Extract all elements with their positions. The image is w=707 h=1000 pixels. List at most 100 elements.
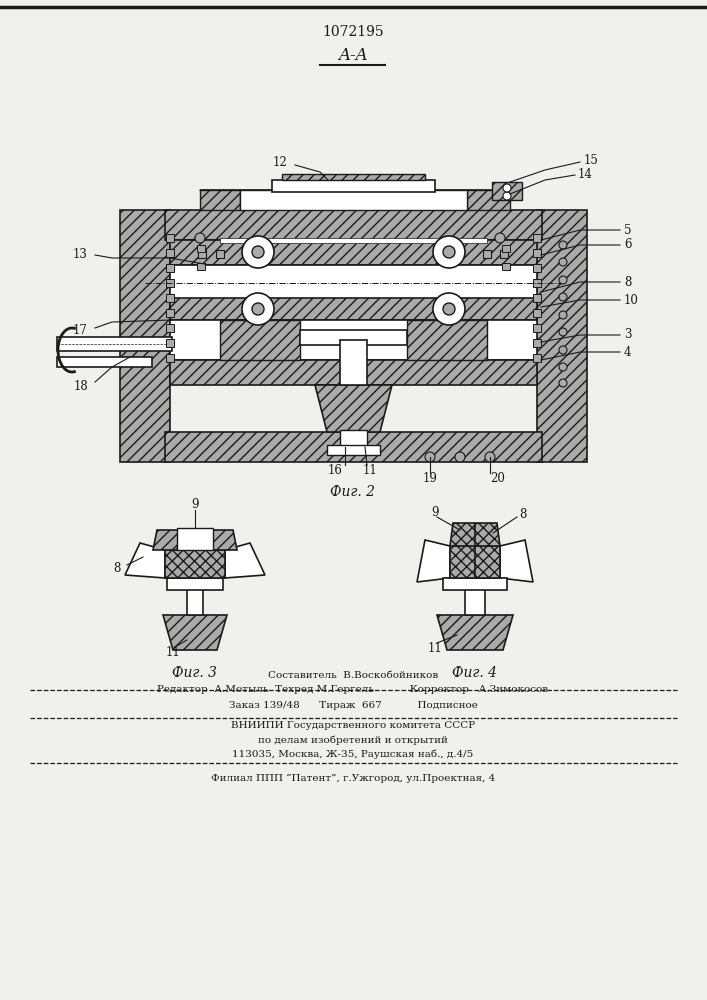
Circle shape — [433, 236, 465, 268]
Text: 15: 15 — [584, 153, 599, 166]
Text: 113035, Москва, Ж-35, Раушская наб., д.4/5: 113035, Москва, Ж-35, Раушская наб., д.4… — [233, 749, 474, 759]
Polygon shape — [500, 540, 533, 582]
Bar — [200, 190, 240, 210]
Bar — [166, 309, 174, 317]
Bar — [166, 234, 174, 242]
Text: 16: 16 — [327, 464, 342, 477]
Circle shape — [455, 452, 465, 462]
Bar — [166, 279, 174, 287]
Polygon shape — [220, 320, 300, 360]
Bar — [533, 249, 541, 257]
Bar — [483, 250, 491, 258]
Circle shape — [242, 293, 274, 325]
Text: 20: 20 — [491, 472, 506, 485]
Text: 8: 8 — [113, 562, 121, 574]
Bar — [500, 250, 508, 258]
Text: 9: 9 — [192, 498, 199, 512]
Text: 11: 11 — [165, 647, 180, 660]
Circle shape — [433, 293, 465, 325]
Bar — [533, 354, 541, 362]
Bar — [533, 309, 541, 317]
Circle shape — [485, 452, 495, 462]
Text: 11: 11 — [428, 642, 443, 654]
Bar — [166, 249, 174, 257]
Polygon shape — [417, 540, 450, 582]
Text: 17: 17 — [73, 324, 88, 336]
Polygon shape — [407, 320, 487, 360]
Bar — [272, 180, 435, 192]
Polygon shape — [125, 543, 165, 578]
Text: 13: 13 — [73, 247, 88, 260]
Circle shape — [559, 258, 567, 266]
Bar — [166, 294, 174, 302]
Text: 8: 8 — [520, 508, 527, 522]
Polygon shape — [200, 190, 510, 210]
Text: Фиг. 4: Фиг. 4 — [452, 666, 498, 680]
Bar — [170, 360, 537, 385]
Bar — [300, 330, 407, 345]
Text: Редактор  А.Мотыль  Техред М.Гергель           Корректор   А.Зимокосов: Редактор А.Мотыль Техред М.Гергель Корре… — [158, 684, 549, 694]
Circle shape — [559, 293, 567, 301]
Bar — [533, 264, 541, 272]
Bar — [443, 578, 507, 590]
Circle shape — [425, 452, 435, 462]
Text: 18: 18 — [74, 380, 88, 393]
Text: 12: 12 — [272, 155, 287, 168]
Text: A-A: A-A — [338, 46, 368, 64]
Text: 5: 5 — [624, 224, 631, 236]
Bar — [492, 182, 522, 200]
Bar — [197, 263, 205, 270]
Bar — [467, 190, 510, 210]
Bar — [533, 339, 541, 347]
Bar — [533, 324, 541, 332]
Polygon shape — [437, 615, 513, 650]
Bar — [57, 357, 152, 367]
Text: 9: 9 — [431, 506, 439, 520]
Circle shape — [503, 184, 511, 192]
Polygon shape — [153, 530, 181, 550]
Polygon shape — [450, 523, 500, 546]
Bar — [166, 354, 174, 362]
Circle shape — [559, 346, 567, 354]
Polygon shape — [209, 530, 237, 550]
Bar — [177, 528, 213, 550]
Text: 14: 14 — [578, 167, 593, 180]
Circle shape — [503, 192, 511, 200]
Circle shape — [559, 363, 567, 371]
Text: ВНИИПИ Государственного комитета СССР: ВНИИПИ Государственного комитета СССР — [231, 722, 475, 730]
Bar — [166, 264, 174, 272]
Circle shape — [559, 379, 567, 387]
Bar — [170, 240, 537, 265]
Text: Филиал ППП “Патент”, г.Ужгород, ул.Проектная, 4: Филиал ППП “Патент”, г.Ужгород, ул.Проек… — [211, 773, 495, 783]
Bar — [166, 324, 174, 332]
Text: Заказ 139/48      Тираж  667           Подписное: Заказ 139/48 Тираж 667 Подписное — [228, 700, 477, 710]
Bar — [120, 210, 170, 462]
Bar — [165, 432, 542, 462]
Bar — [166, 339, 174, 347]
Circle shape — [443, 303, 455, 315]
Circle shape — [242, 236, 274, 268]
Circle shape — [559, 241, 567, 249]
Circle shape — [559, 328, 567, 336]
Polygon shape — [163, 615, 227, 650]
Bar — [187, 585, 203, 615]
Circle shape — [559, 311, 567, 319]
Text: Фиг. 2: Фиг. 2 — [330, 485, 375, 499]
Bar — [465, 585, 485, 615]
Circle shape — [252, 246, 264, 258]
Bar — [533, 294, 541, 302]
Bar — [240, 190, 467, 210]
Polygon shape — [225, 543, 265, 578]
Bar — [216, 250, 224, 258]
Bar — [220, 238, 487, 243]
Bar — [170, 265, 537, 300]
Text: Составитель  В.Воскобойников: Составитель В.Воскобойников — [268, 672, 438, 680]
Text: 1072195: 1072195 — [322, 25, 384, 39]
Bar — [282, 174, 425, 180]
Text: 3: 3 — [624, 328, 631, 342]
Bar — [167, 578, 223, 590]
Bar — [502, 263, 510, 270]
Bar — [327, 445, 380, 455]
Circle shape — [252, 303, 264, 315]
Text: 8: 8 — [624, 275, 631, 288]
